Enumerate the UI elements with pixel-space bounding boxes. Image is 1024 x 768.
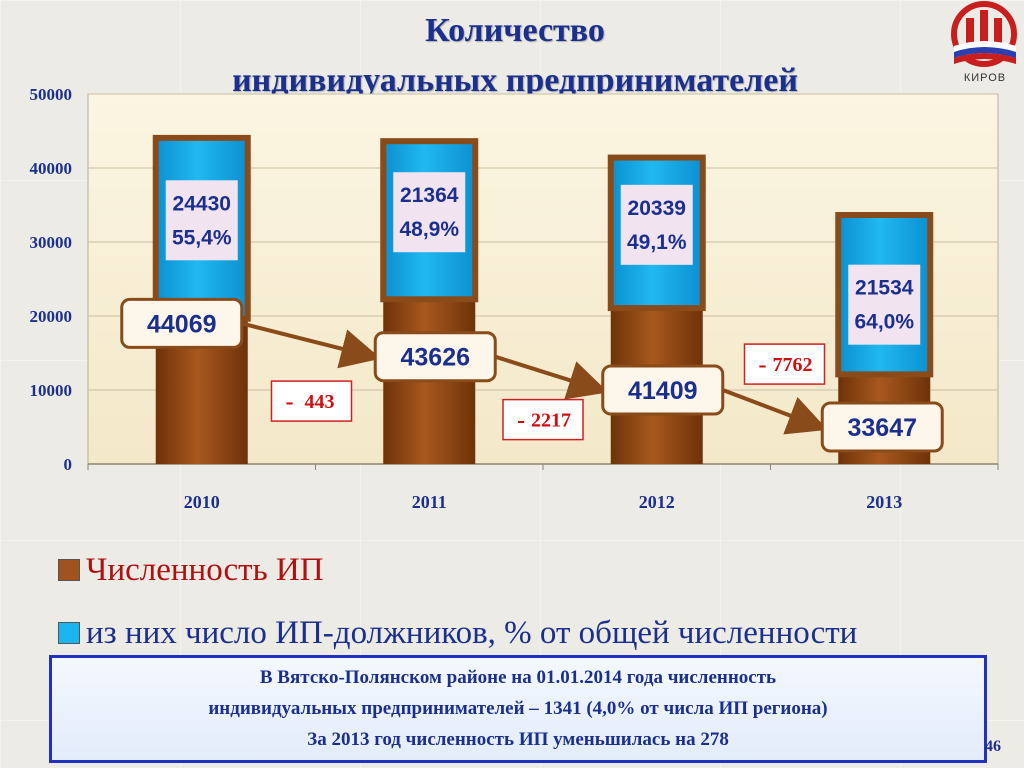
- debtor-percent-label: 48,9%: [399, 218, 459, 241]
- x-tick-label: 2012: [639, 492, 675, 512]
- y-tick-label: 30000: [30, 233, 73, 252]
- debtor-label-box: [620, 184, 693, 265]
- pfr-logo: КИРОВ: [944, 0, 1024, 90]
- legend-item-headcount: Численность ИП: [58, 550, 324, 590]
- total-value-label: 33647: [847, 414, 917, 442]
- debtor-label: 20339 49,1%: [620, 184, 693, 265]
- trend-arrow: [241, 321, 382, 369]
- total-label: 43626: [373, 331, 497, 383]
- total-value-label: 43626: [400, 344, 470, 372]
- debtor-percent-label: 64,0%: [854, 311, 914, 334]
- x-tick-label: 2011: [412, 492, 447, 512]
- legend-label-debtors: из них число ИП-должников, % от общей чи…: [86, 615, 858, 651]
- change-label-box: [270, 380, 353, 422]
- total-label: 44069: [120, 297, 244, 349]
- change-label-box: [502, 398, 584, 441]
- note-decrease-value: 278: [700, 729, 729, 750]
- debtor-label-box: [165, 180, 238, 261]
- y-tick-label: 0: [64, 455, 73, 474]
- total-label: 41409: [601, 364, 725, 416]
- change-sign: -: [286, 389, 294, 415]
- note-line-2: индивидуальных предпринимателей – 1341 (…: [52, 693, 984, 724]
- page-number: 46: [985, 738, 1001, 755]
- total-label-box: [601, 364, 725, 416]
- trend-arrow: [722, 388, 828, 435]
- note-line-3-prefix: За 2013 год численность ИП уменьшилась н…: [307, 729, 701, 750]
- note-line-1: В Вятско-Полянском районе на 01.01.2014 …: [259, 667, 777, 688]
- title-line-1: Количество: [425, 12, 605, 49]
- change-sign: -: [759, 352, 767, 378]
- change-label: -2217: [502, 398, 584, 441]
- legend-swatch-blue: [58, 622, 80, 644]
- total-label-box: [373, 331, 497, 383]
- trend-arrow: [494, 354, 609, 400]
- debtor-count-label: 20339: [628, 197, 686, 220]
- legend-label-headcount: Численность ИП: [86, 552, 324, 588]
- logo-city-label: КИРОВ: [963, 72, 1007, 84]
- total-label-box: [820, 401, 944, 453]
- change-label-box: [743, 343, 826, 385]
- x-tick-label: 2010: [184, 492, 220, 512]
- change-value: 7762: [773, 354, 813, 376]
- legend-item-debtors: из них число ИП-должников, % от общей чи…: [58, 613, 857, 653]
- change-value: 2217: [531, 410, 571, 432]
- y-tick-label: 10000: [30, 381, 73, 400]
- debtor-label: 21364 48,9%: [393, 172, 466, 253]
- change-value: 443: [305, 391, 335, 413]
- bar-chart: 0 10000 20000 30000 40000 50000 2010 2011 2012 20…: [30, 85, 999, 512]
- change-sign: -: [517, 408, 525, 434]
- total-label-box: [120, 297, 244, 349]
- legend-swatch-brown: [58, 559, 80, 581]
- change-label: -443: [270, 380, 353, 422]
- debtor-label: 21534 64,0%: [848, 264, 921, 345]
- note-line-2-prefix: индивидуальных предпринимателей –: [208, 698, 544, 719]
- title-line-2: индивидуальных предпринимателей: [232, 62, 798, 99]
- debtor-count-label: 24430: [173, 192, 231, 215]
- note-line-2-suffix: (4,0% от числа ИП региона): [581, 698, 828, 719]
- debtor-count-label: 21364: [400, 184, 459, 207]
- total-label: 33647: [820, 401, 944, 453]
- debtor-count-label: 21534: [855, 277, 914, 300]
- debtor-label-box: [393, 172, 466, 253]
- change-label: -7762: [743, 343, 826, 385]
- total-value-label: 41409: [628, 377, 698, 405]
- debtor-label-box: [848, 264, 921, 345]
- debtor-percent-label: 55,4%: [172, 226, 232, 249]
- note-count-value: 1341: [543, 698, 582, 719]
- note-line-3: За 2013 год численность ИП уменьшилась н…: [52, 724, 984, 755]
- y-tick-label: 20000: [30, 307, 73, 326]
- debtor-label: 24430 55,4%: [165, 180, 238, 261]
- total-value-label: 44069: [147, 310, 217, 338]
- y-tick-label: 50000: [30, 85, 73, 104]
- x-tick-label: 2013: [866, 492, 902, 512]
- debtor-percent-label: 49,1%: [627, 231, 687, 254]
- pfr-emblem-icon: [951, 1, 1017, 67]
- info-note-box: В Вятско-Полянском районе на 01.01.2014 …: [49, 655, 987, 763]
- chart-title: Количество индивидуальных предпринимател…: [120, 6, 910, 106]
- y-tick-label: 40000: [30, 159, 73, 178]
